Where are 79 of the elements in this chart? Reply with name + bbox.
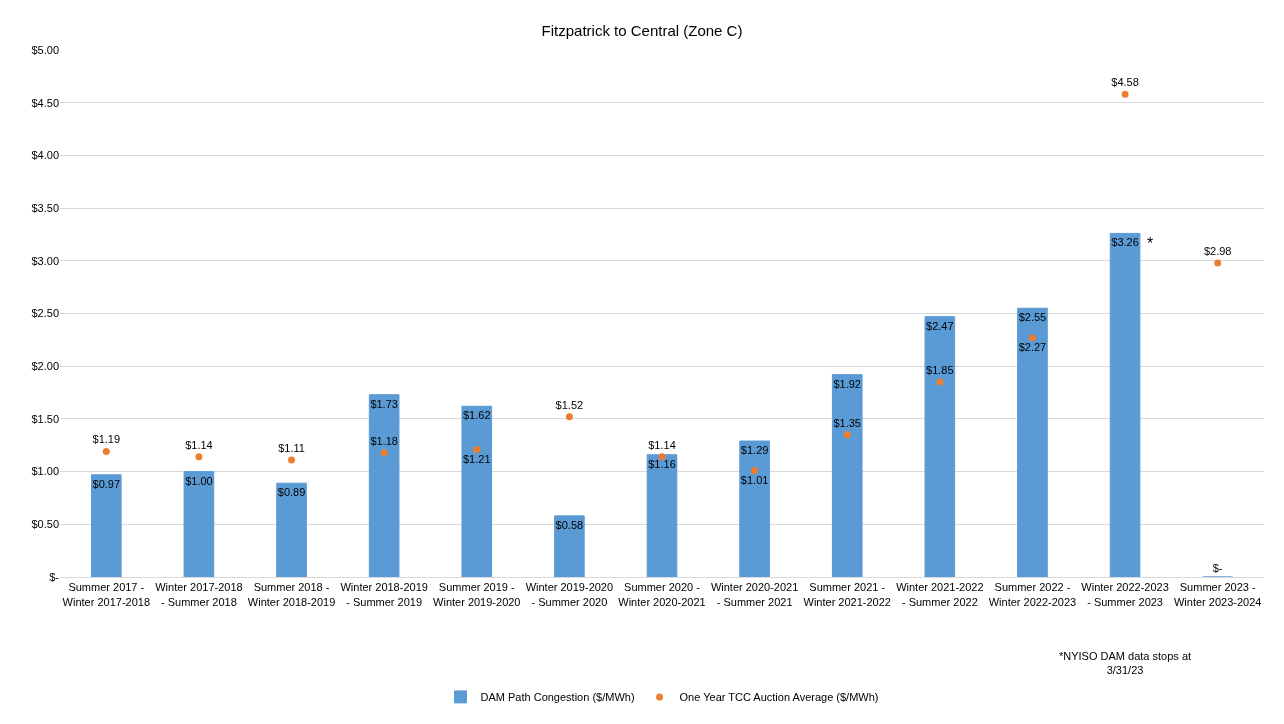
data-label: $2.27	[1018, 341, 1047, 354]
x-tick-label: Winter 2017-2018 - Summer 2018	[155, 581, 243, 608]
bar	[368, 394, 400, 577]
point	[195, 453, 203, 461]
data-label: $2.55	[1018, 311, 1047, 324]
data-label: $1.11	[278, 441, 305, 454]
data-label: $1.00	[185, 474, 213, 487]
data-label: $4.58	[1111, 76, 1139, 89]
point	[565, 413, 573, 421]
point	[1121, 90, 1129, 98]
y-tick-label: $3.50	[31, 201, 59, 214]
x-tick-label: Winter 2022-2023 - Summer 2023	[1081, 581, 1169, 608]
data-label: $1.01	[740, 474, 769, 487]
point	[1028, 334, 1036, 342]
data-label: $1.21	[463, 453, 491, 466]
y-tick-label: $0.50	[31, 518, 59, 531]
point	[288, 456, 296, 464]
y-tick-label: $5.00	[31, 43, 59, 56]
bar	[183, 471, 215, 577]
x-tick-label: Summer 2020 - Winter 2020-2021	[618, 581, 706, 608]
data-label: $0.58	[555, 518, 584, 531]
data-label: $1.92	[833, 377, 861, 390]
y-tick-label: $4.00	[31, 149, 59, 162]
chart-title: Fitzpatrick to Central (Zone C)	[541, 21, 743, 39]
x-tick-label: Summer 2021 - Winter 2021-2022	[803, 581, 891, 608]
data-label: $1.29	[740, 444, 769, 457]
data-label: $1.14	[648, 438, 676, 451]
x-tick-label: Winter 2018-2019 - Summer 2019	[340, 581, 428, 608]
x-tick-label: Winter 2019-2020 - Summer 2020	[525, 581, 614, 608]
y-tick-label: $2.50	[31, 307, 59, 320]
point	[102, 448, 110, 456]
x-tick-label: Summer 2019 - Winter 2019-2020	[433, 581, 521, 608]
point	[751, 467, 759, 475]
data-label: $-	[1212, 562, 1223, 574]
y-tick-label: $4.50	[31, 96, 59, 109]
bar	[1109, 232, 1141, 577]
point	[473, 445, 481, 453]
x-tick-label: Winter 2020-2021 - Summer 2021	[710, 581, 799, 608]
y-tick-label: $1.00	[31, 465, 59, 478]
bar	[90, 474, 122, 577]
bar	[739, 440, 770, 577]
data-label: $0.89	[277, 486, 306, 499]
y-tick-label: $2.00	[31, 360, 59, 373]
y-tick-label: $1.50	[31, 412, 59, 425]
data-label: $0.97	[92, 477, 121, 490]
data-label: $1.62	[463, 409, 491, 422]
data-label: $1.18	[370, 434, 398, 447]
data-label: $1.52	[555, 398, 584, 411]
x-tick-label: Winter 2021-2022 - Summer 2022	[896, 581, 984, 608]
data-label: $2.47	[926, 319, 954, 332]
bar	[554, 515, 585, 577]
bar	[461, 405, 493, 577]
y-tick-label: $3.00	[31, 254, 59, 267]
bar	[831, 374, 863, 577]
x-tick-label: Summer 2017 - Winter 2017-2018	[62, 581, 151, 608]
bar	[276, 482, 307, 577]
data-label: $1.35	[833, 416, 861, 429]
annotation: *	[1147, 235, 1154, 252]
text: *NYISO DAM data stops at 3/31/23	[1059, 650, 1192, 677]
x-tick-label: Summer 2023 - Winter 2023-2024	[1173, 581, 1262, 608]
data-label: $1.16	[648, 457, 676, 470]
point	[936, 378, 944, 386]
legend-label: One Year TCC Auction Average ($/MWh)	[679, 691, 879, 704]
data-label: $1.85	[926, 363, 954, 376]
y-tick-label: $-	[49, 570, 60, 583]
data-label: $1.14	[185, 438, 213, 451]
x-tick-label: Summer 2022 - Winter 2022-2023	[988, 581, 1077, 608]
bar	[646, 454, 678, 577]
data-label: $1.19	[92, 433, 121, 446]
data-label: $1.73	[370, 397, 398, 410]
x-tick-label: Summer 2018 - Winter 2018-2019	[247, 581, 336, 608]
bar	[1017, 307, 1048, 577]
bar	[924, 316, 956, 577]
data-label: $3.26	[1111, 236, 1139, 249]
point	[380, 449, 388, 457]
legend-label: DAM Path Congestion ($/MWh)	[480, 691, 635, 704]
point	[1214, 259, 1222, 267]
data-label: $2.98	[1203, 244, 1232, 257]
point	[843, 431, 851, 439]
